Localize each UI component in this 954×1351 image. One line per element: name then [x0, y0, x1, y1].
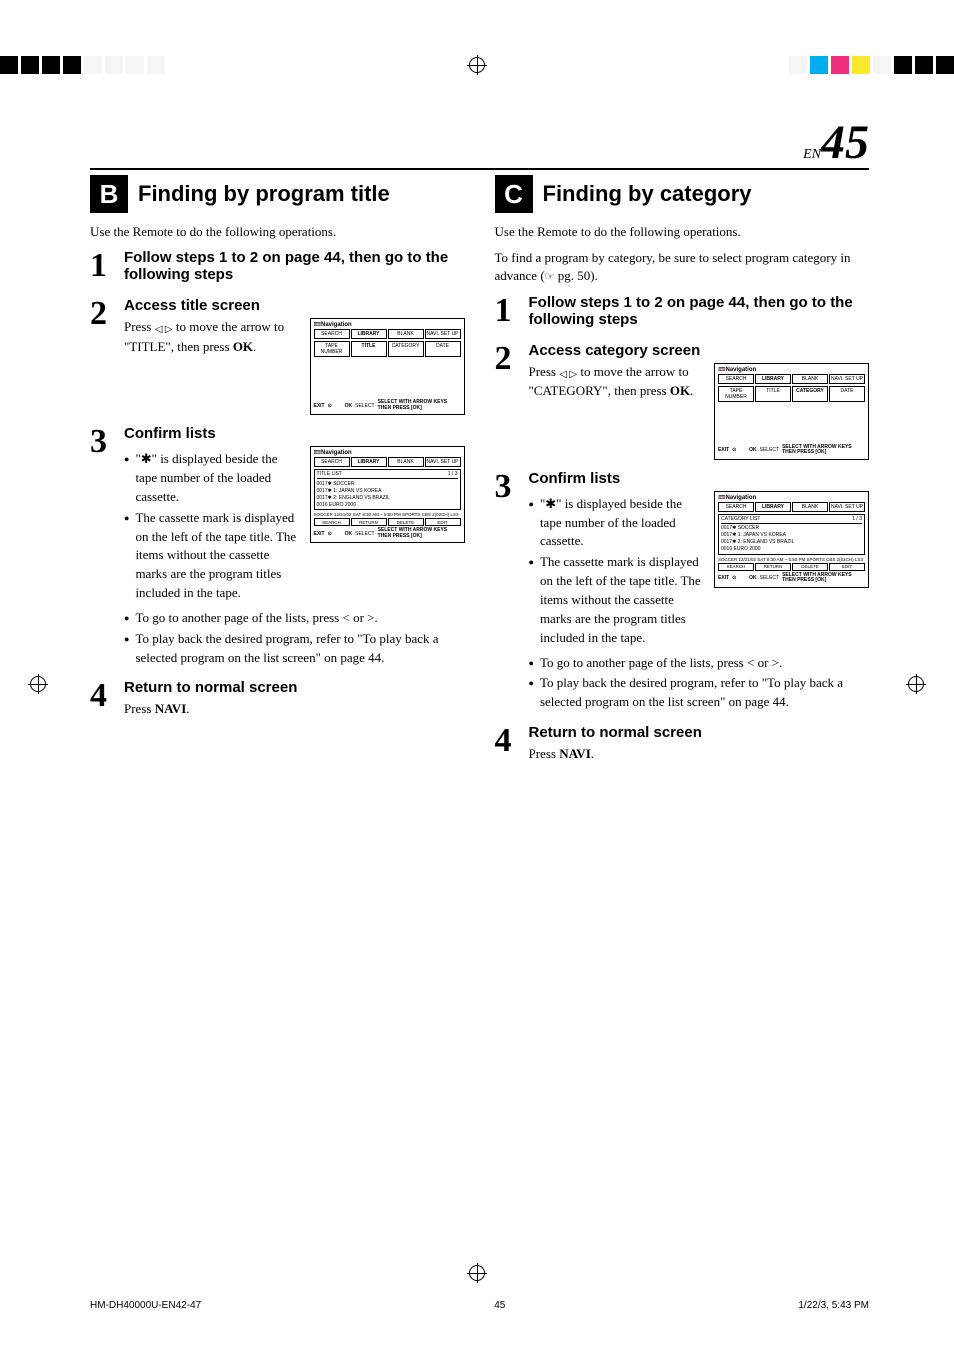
page-prefix: EN [803, 147, 821, 162]
step-title: Access title screen [124, 297, 465, 314]
registration-marks-top [0, 50, 954, 80]
reg-left [0, 56, 165, 74]
tabs: SEARCH LIBRARY BLANK NAVI. SET UP [314, 329, 461, 339]
bullet: To go to another page of the lists, pres… [529, 654, 870, 673]
ok-icon: ⊙ [328, 401, 342, 411]
nav-label: 📼Navigation [314, 449, 461, 456]
step-title: Confirm lists [529, 470, 870, 487]
ok-icon: ⊙ [328, 529, 342, 539]
step-num: 3 [90, 425, 112, 669]
col-left: B Finding by program title Use the Remot… [90, 175, 465, 774]
section-c-intro1: Use the Remote to do the following opera… [495, 223, 870, 241]
step-text: Press NAVI. [529, 745, 870, 764]
section-b-header: B Finding by program title [90, 175, 465, 213]
bullet: "✱" is displayed beside the tape number … [124, 450, 300, 507]
step-num: 1 [90, 249, 112, 287]
section-b-title: Finding by program title [138, 181, 390, 207]
reg-side-right-icon [908, 676, 924, 692]
bullet: To go to another page of the lists, pres… [124, 609, 465, 628]
screenshot-title-select: 📼Navigation SEARCH LIBRARY BLANK NAVI. S… [310, 318, 465, 415]
footer-right: 1/22/3, 5:43 PM [798, 1300, 869, 1311]
section-b-intro: Use the Remote to do the following opera… [90, 223, 465, 241]
step-title: Follow steps 1 to 2 on page 44, then go … [529, 294, 870, 328]
step-text: Press NAVI. [124, 700, 465, 719]
step-title: Return to normal screen [124, 679, 465, 696]
reg-center-icon [469, 57, 485, 73]
section-c-intro2: To find a program by category, be sure t… [495, 249, 870, 286]
step-b3: 3 Confirm lists "✱" is displayed beside … [90, 425, 465, 669]
bullet: To play back the desired program, refer … [529, 674, 870, 712]
step-text: Press ◁ ▷ to move the arrow to "TITLE", … [124, 318, 300, 356]
step-num: 2 [495, 342, 517, 460]
screenshot-category-select: 📼Navigation SEARCH LIBRARY BLANK NAVI. S… [714, 363, 869, 460]
subtabs: TAPE NUMBER TITLE CATEGORY DATE [314, 341, 461, 357]
nav-label: 📼Navigation [314, 321, 461, 328]
screen-footer: EXIT ⊙ OK SELECT SELECT WITH ARROW KEYS … [314, 400, 461, 411]
step-num: 4 [90, 679, 112, 719]
step-text: Press ◁ ▷ to move the arrow to "CATEGORY… [529, 363, 705, 401]
screenshot-category-list: 📼Navigation SEARCH LIBRARY BLANK NAVI. S… [714, 491, 869, 588]
reg-right [789, 56, 954, 74]
page-num: 45 [821, 116, 869, 169]
box-letter-b: B [90, 175, 128, 213]
step-num: 4 [495, 724, 517, 764]
bullet: The cassette mark is displayed on the le… [124, 509, 300, 603]
step-title: Follow steps 1 to 2 on page 44, then go … [124, 249, 465, 283]
step-num: 3 [495, 470, 517, 714]
step-c3: 3 Confirm lists "✱" is displayed beside … [495, 470, 870, 714]
footer-left: HM-DH40000U-EN42-47 [90, 1300, 201, 1311]
page-rule [90, 168, 869, 170]
reg-side-left-icon [30, 676, 46, 692]
step-title: Access category screen [529, 342, 870, 359]
step-num: 1 [495, 294, 517, 332]
step-title: Confirm lists [124, 425, 465, 442]
step-num: 2 [90, 297, 112, 415]
bullet: The cassette mark is displayed on the le… [529, 553, 705, 647]
screenshot-title-list: 📼Navigation SEARCH LIBRARY BLANK NAVI. S… [310, 446, 465, 543]
reg-bottom-icon [469, 1265, 485, 1281]
col-right: C Finding by category Use the Remote to … [495, 175, 870, 774]
bullet: "✱" is displayed beside the tape number … [529, 495, 705, 552]
box-letter-c: C [495, 175, 533, 213]
footer-center: 45 [494, 1300, 505, 1311]
step-c2: 2 Access category screen Press ◁ ▷ to mo… [495, 342, 870, 460]
step-c1: 1 Follow steps 1 to 2 on page 44, then g… [495, 294, 870, 332]
content: B Finding by program title Use the Remot… [90, 175, 869, 774]
step-title: Return to normal screen [529, 724, 870, 741]
step-b1: 1 Follow steps 1 to 2 on page 44, then g… [90, 249, 465, 287]
step-b2: 2 Access title screen Press ◁ ▷ to move … [90, 297, 465, 415]
ok-icon: ⊙ [732, 445, 746, 455]
step-b4: 4 Return to normal screen Press NAVI. [90, 679, 465, 719]
page-number: EN45 [803, 115, 869, 170]
section-c-header: C Finding by category [495, 175, 870, 213]
section-c-title: Finding by category [543, 181, 752, 207]
ok-icon: ⊙ [732, 573, 746, 583]
bullet: To play back the desired program, refer … [124, 630, 465, 668]
step-c4: 4 Return to normal screen Press NAVI. [495, 724, 870, 764]
footer: HM-DH40000U-EN42-47 45 1/22/3, 5:43 PM [90, 1300, 869, 1311]
